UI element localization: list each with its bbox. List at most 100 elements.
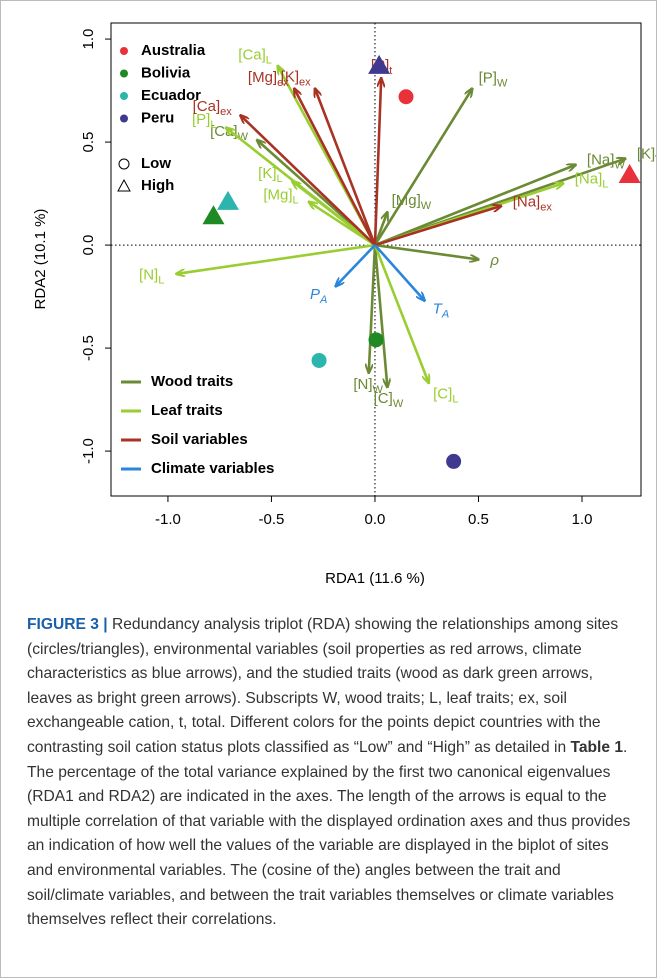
arrow-label-sub: L: [452, 393, 458, 405]
y-tick-label: 0.0: [80, 235, 97, 256]
arrow-label-base: [K]: [281, 68, 299, 85]
point: [202, 205, 225, 225]
legend-marker: [120, 114, 128, 123]
legend-marker: [120, 69, 128, 78]
arrow-label: PA: [310, 286, 327, 306]
arrow-label-sub: ex: [220, 106, 232, 118]
arrow-label-sub: W: [393, 398, 404, 410]
y-tick-label: 0.5: [80, 132, 97, 153]
arrow: [292, 181, 376, 247]
arrow-label-sub: L: [210, 119, 216, 131]
arrow-label-sub: ex: [540, 201, 552, 213]
arrow-label-sub: L: [158, 275, 164, 287]
plot-box: [110, 22, 642, 497]
arrow-label-base: T: [433, 301, 444, 318]
arrow: [315, 89, 377, 246]
arrow-label-sub: ex: [299, 76, 311, 88]
point: [311, 352, 327, 368]
x-tick-label: -0.5: [259, 511, 285, 528]
arrow-label: [K]ex: [281, 68, 311, 88]
legend-label: Climate variables: [151, 460, 274, 477]
arrow-label: [Ca]L: [238, 46, 272, 66]
arrow-label-base: [Mg]: [248, 69, 277, 86]
legend-label: Ecuador: [141, 87, 201, 104]
arrow: [373, 244, 429, 383]
arrow-label: [C]L: [433, 385, 458, 405]
legend-label: High: [141, 177, 174, 194]
arrow-label-sub: A: [319, 294, 327, 306]
legend-marker: [118, 158, 130, 170]
arrow-label-base: [N]: [353, 376, 372, 393]
point: [446, 453, 462, 469]
arrow-label: [Mg]ex: [248, 69, 289, 89]
arrow-label-sub: W: [373, 384, 384, 396]
point: [368, 332, 384, 348]
arrow-label-sub: W: [238, 131, 249, 143]
arrow: [369, 245, 377, 373]
arrow: [309, 202, 376, 247]
arrow-label-base: [Mg]: [392, 192, 421, 209]
arrow-label-sub: t: [389, 65, 392, 77]
arrow-label: [Ca]ex: [193, 98, 233, 118]
y-axis-label: RDA2 (10.1 %): [32, 209, 49, 310]
y-tick-label: -1.0: [80, 438, 97, 464]
arrow-label-sub: W: [655, 154, 656, 166]
arrow-label: [P]W: [479, 69, 508, 89]
arrow-label: [K]L: [258, 165, 282, 185]
x-axis-label: RDA1 (11.6 %): [325, 570, 425, 587]
arrow-label: ρ: [489, 252, 499, 269]
arrow-label-sub: A: [441, 309, 449, 321]
caption-text: . The percentage of the total variance e…: [27, 738, 631, 929]
arrow-label: [C]W: [374, 390, 404, 410]
arrow-label: [Mg]W: [392, 192, 432, 212]
arrow-label-base: [C]: [374, 390, 393, 407]
arrow-label-sub: W: [421, 200, 432, 212]
arrow-label: TA: [433, 301, 450, 321]
arrow: [374, 165, 576, 247]
arrow-label-base: [K]: [637, 146, 655, 163]
arrow-label-base: [Ca]: [193, 98, 221, 115]
arrow-label: [N]W: [353, 376, 383, 396]
legend-marker: [120, 92, 128, 100]
legend-marker: [120, 47, 128, 55]
arrow: [176, 243, 376, 274]
arrow: [373, 244, 425, 301]
arrow: [373, 89, 472, 246]
arrow-label-base: [Mg]: [263, 186, 292, 203]
arrow-label-sub: L: [266, 54, 272, 66]
arrow-label-base: [Ca]: [238, 46, 266, 63]
legend-label: Peru: [141, 109, 174, 126]
arrow-label-base: [C]: [433, 385, 452, 402]
arrow-label-sub: L: [277, 173, 283, 185]
y-tick-label: -0.5: [80, 335, 97, 361]
arrow-label: [Na]ex: [513, 193, 553, 213]
arrow: [373, 212, 387, 246]
arrow-label-sub: W: [497, 77, 508, 89]
point: [216, 190, 239, 210]
arrow-label-base: P: [310, 286, 320, 303]
arrow-label-base: [P]: [479, 69, 497, 86]
legend-label: Bolivia: [141, 64, 191, 81]
arrow-label-sub: L: [293, 194, 299, 206]
legend-label: Soil variables: [151, 431, 248, 448]
arrow-label: [Na]L: [575, 171, 609, 191]
arrow-label-sub: L: [602, 178, 608, 190]
point: [398, 89, 414, 105]
legend-label: Wood traits: [151, 373, 233, 390]
arrow-label: [K]W: [637, 146, 656, 166]
arrow-label-base: [N]: [139, 267, 158, 284]
arrow-label-sub: ex: [277, 77, 289, 89]
caption-label: FIGURE 3 |: [27, 616, 108, 633]
arrow-label: [P]L: [192, 111, 216, 131]
arrow: [373, 78, 381, 246]
table-ref[interactable]: Table 1: [570, 738, 624, 756]
x-tick-label: 0.5: [468, 511, 489, 528]
legend-label: Low: [141, 155, 171, 172]
legend-label: Leaf traits: [151, 402, 223, 419]
arrow: [240, 115, 376, 247]
y-tick-label: 1.0: [80, 29, 97, 50]
caption-text: Redundancy analysis triplot (RDA) showin…: [27, 616, 619, 756]
caption: FIGURE 3 | Redundancy analysis triplot (…: [27, 613, 633, 933]
arrow-label-base: [Na]: [587, 151, 615, 168]
